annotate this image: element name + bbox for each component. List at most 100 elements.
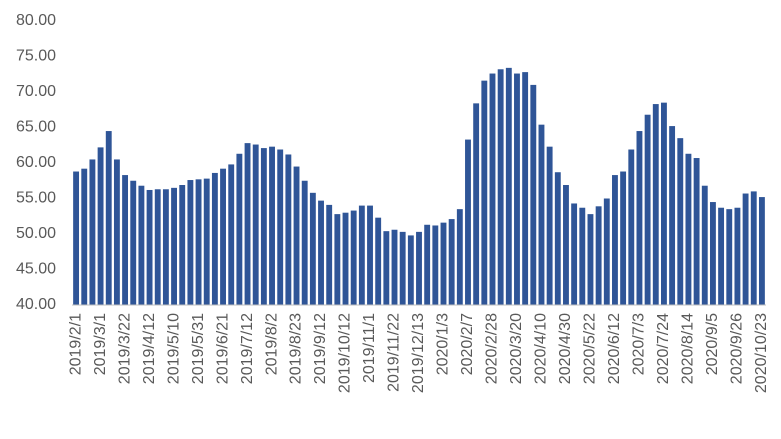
bar	[367, 205, 373, 305]
bar	[742, 193, 749, 305]
bar	[448, 219, 455, 305]
bar	[130, 180, 137, 305]
y-tick-label: 65.00	[16, 119, 56, 136]
bar	[554, 172, 561, 305]
x-tick-label: 2019/4/12	[141, 313, 158, 384]
bar	[89, 159, 96, 305]
bar	[105, 131, 112, 305]
bar	[260, 148, 267, 305]
bar	[440, 222, 447, 305]
x-tick-label: 2020/2/7	[459, 313, 476, 375]
bar	[399, 231, 406, 305]
bar	[122, 175, 129, 305]
y-tick-label: 70.00	[16, 83, 56, 100]
bar	[758, 197, 765, 305]
bar	[81, 168, 88, 305]
bar	[146, 189, 153, 305]
bar	[269, 146, 275, 305]
x-tick-label: 2019/11/22	[386, 313, 403, 392]
bar	[138, 185, 145, 305]
bar	[220, 168, 226, 305]
x-tick-label: 2019/6/21	[214, 313, 231, 384]
bar	[236, 153, 243, 305]
bar	[497, 69, 504, 305]
bar	[750, 191, 757, 305]
bar	[693, 158, 700, 305]
x-tick-label: 2019/8/2	[263, 313, 280, 375]
x-tick-label: 2020/7/24	[655, 313, 672, 384]
x-tick-label: 2019/12/13	[410, 313, 427, 393]
bar	[326, 204, 333, 305]
bar	[612, 175, 618, 305]
bar	[473, 103, 480, 305]
bar	[571, 203, 578, 305]
bar	[563, 185, 569, 305]
bar	[97, 147, 104, 305]
x-tick-label: 2019/9/12	[312, 313, 329, 384]
y-tick-label: 75.00	[16, 48, 56, 65]
bar	[334, 214, 341, 305]
x-tick-label: 2020/7/3	[631, 313, 648, 375]
bar	[538, 124, 545, 305]
x-tick-label: 2019/11/1	[361, 313, 378, 383]
y-tick-label: 40.00	[16, 296, 56, 313]
x-tick-label: 2019/5/10	[165, 313, 182, 384]
bar	[407, 235, 414, 305]
x-tick-label: 2019/8/23	[288, 313, 305, 384]
x-tick-label: 2020/9/5	[704, 313, 721, 375]
bar	[652, 104, 659, 305]
bar	[701, 185, 708, 305]
bar	[432, 225, 439, 305]
bar	[383, 231, 390, 305]
bar	[203, 178, 210, 305]
bar	[709, 202, 716, 305]
bar	[416, 231, 422, 305]
bar	[620, 171, 627, 305]
bar	[530, 84, 537, 306]
x-tick-label: 2020/5/22	[582, 313, 599, 384]
bar	[465, 139, 471, 305]
bar	[318, 200, 324, 305]
bar	[661, 102, 667, 306]
y-tick-label: 55.00	[16, 190, 56, 207]
x-tick-label: 2020/1/3	[435, 313, 452, 375]
bar	[179, 185, 186, 305]
x-tick-label: 2019/5/31	[190, 313, 207, 384]
bar	[195, 179, 202, 305]
y-tick-label: 60.00	[16, 154, 56, 171]
bar	[375, 217, 382, 305]
x-tick-label: 2020/3/20	[508, 313, 525, 384]
x-tick-label: 2020/4/10	[533, 313, 550, 384]
bar	[424, 224, 431, 305]
x-tick-label: 2020/10/23	[753, 313, 770, 393]
bar	[636, 131, 643, 305]
bar	[228, 164, 235, 305]
bar	[293, 166, 300, 305]
bar	[677, 138, 684, 305]
y-tick-label: 45.00	[16, 261, 56, 278]
bar	[244, 143, 251, 305]
x-tick-label: 2020/2/28	[484, 313, 501, 384]
y-tick-label: 50.00	[16, 225, 56, 242]
bar	[277, 149, 284, 305]
bar	[726, 209, 733, 305]
x-tick-label: 2019/3/22	[116, 313, 133, 384]
bar	[358, 205, 365, 305]
bar	[301, 180, 308, 305]
bar	[734, 207, 741, 305]
x-tick-label: 2020/9/26	[729, 313, 746, 384]
bar	[718, 207, 725, 305]
x-tick-label: 2020/6/12	[606, 313, 623, 384]
bar	[685, 153, 692, 305]
bar	[595, 206, 602, 305]
x-tick-label: 2019/2/1	[67, 313, 84, 375]
y-tick-label: 80.00	[16, 12, 56, 29]
x-tick-label: 2020/4/30	[557, 313, 574, 384]
x-tick-label: 2019/3/1	[92, 313, 109, 375]
bar	[187, 180, 194, 305]
bar	[546, 146, 553, 305]
bar	[342, 212, 349, 305]
bar	[514, 73, 520, 305]
bar	[669, 126, 676, 305]
